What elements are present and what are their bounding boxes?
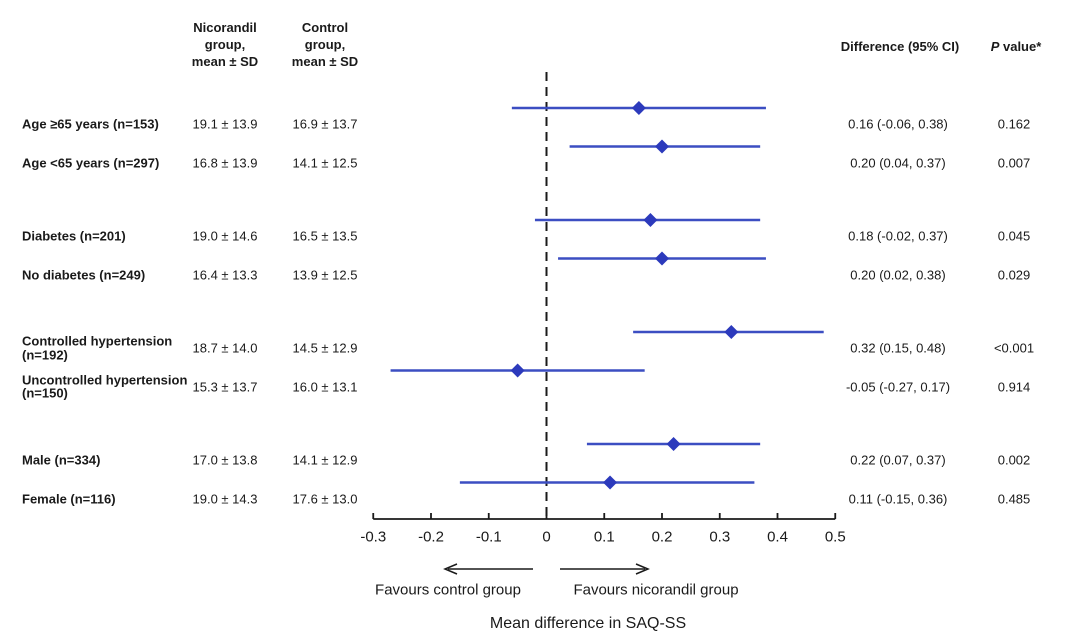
control-mean-sd: 16.5 ± 13.5: [292, 228, 358, 244]
x-axis-tick-label: 0.5: [824, 528, 846, 546]
control-mean-sd: 14.1 ± 12.5: [292, 155, 358, 170]
point-estimate-diamond: [510, 363, 525, 378]
nicorandil-mean-sd: 19.1 ± 13.9: [192, 116, 258, 132]
difference-ci-value: 0.11 (-0.15, 0.36): [848, 491, 948, 506]
difference-ci-value: 0.18 (-0.02, 0.37): [848, 228, 948, 244]
p-header-rest: value*: [999, 39, 1042, 54]
subgroup-label: Age ≥65 years (n=153): [22, 116, 159, 132]
favours-nicorandil-label: Favours nicorandil group: [573, 581, 739, 599]
left-arrow-head: [443, 563, 458, 575]
p-value: 0.045: [997, 228, 1031, 244]
x-axis-tick-label: 0.1: [593, 528, 615, 546]
point-estimate-diamond: [643, 213, 658, 227]
x-axis-tick-label: -0.3: [360, 528, 387, 546]
difference-ci-value: 0.20 (0.02, 0.38): [850, 267, 946, 282]
subgroup-label: Age <65 years (n=297): [22, 154, 160, 170]
control-mean-sd: 17.6 ± 13.0: [292, 491, 358, 506]
p-value: 0.002: [997, 452, 1031, 468]
nicorandil-mean-sd: 19.0 ± 14.6: [192, 228, 258, 244]
column-header-difference: Difference (95% CI): [840, 39, 960, 54]
point-estimate-diamond: [724, 325, 739, 339]
x-axis-tick-label: -0.2: [418, 528, 444, 546]
nicorandil-mean-sd: 18.7 ± 14.0: [192, 340, 258, 356]
difference-ci-value: 0.32 (0.15, 0.48): [850, 340, 946, 356]
nicorandil-mean-sd: 16.8 ± 13.9: [192, 155, 258, 170]
column-header-nicorandil: Nicorandil group, mean ± SD: [191, 20, 259, 69]
difference-ci-value: 0.16 (-0.06, 0.38): [848, 116, 948, 132]
control-mean-sd: 16.9 ± 13.7: [292, 116, 358, 132]
x-axis-tick-label: 0.2: [651, 528, 673, 546]
x-axis-tick-label: 0.4: [767, 528, 788, 546]
p-value: 0.162: [997, 116, 1031, 132]
difference-ci-value: 0.20 (0.04, 0.37): [850, 155, 946, 170]
column-header-pvalue: P value*: [991, 38, 1042, 55]
x-axis-tick-label: 0.3: [709, 528, 731, 546]
subgroup-label: Female (n=116): [22, 490, 116, 506]
favours-control-label: Favours control group: [375, 581, 521, 599]
p-value: 0.914: [997, 379, 1031, 394]
subgroup-label: Diabetes (n=201): [22, 228, 126, 244]
nicorandil-mean-sd: 17.0 ± 13.8: [192, 452, 258, 468]
nicorandil-mean-sd: 19.0 ± 14.3: [192, 491, 258, 506]
point-estimate-diamond: [666, 437, 681, 451]
subgroup-label: Controlled hypertension (n=192): [22, 333, 173, 362]
control-mean-sd: 14.1 ± 12.9: [292, 452, 358, 468]
column-header-control: Control group, mean ± SD: [291, 20, 359, 69]
p-value: 0.029: [997, 267, 1031, 282]
p-value: <0.001: [993, 340, 1035, 356]
point-estimate-diamond: [655, 139, 669, 154]
control-mean-sd: 13.9 ± 12.5: [292, 267, 358, 282]
nicorandil-mean-sd: 15.3 ± 13.7: [192, 379, 258, 394]
right-arrow-head: [635, 563, 650, 575]
point-estimate-diamond: [631, 101, 646, 115]
subgroup-label: Male (n=334): [22, 452, 101, 468]
nicorandil-mean-sd: 16.4 ± 13.3: [192, 267, 258, 282]
point-estimate-diamond: [655, 251, 669, 266]
subgroup-label: No diabetes (n=249): [22, 266, 146, 282]
x-axis-tick-label: -0.1: [475, 528, 502, 546]
difference-ci-value: -0.05 (-0.27, 0.17): [845, 379, 951, 394]
subgroup-label: Uncontrolled hypertension (n=150): [22, 372, 188, 401]
p-value: 0.007: [997, 155, 1031, 170]
p-value: 0.485: [997, 491, 1031, 506]
x-axis-tick-label: 0: [542, 528, 551, 546]
point-estimate-diamond: [603, 475, 618, 490]
control-mean-sd: 16.0 ± 13.1: [292, 379, 358, 394]
x-axis-title: Mean difference in SAQ-SS: [489, 615, 687, 632]
difference-ci-value: 0.22 (0.07, 0.37): [850, 452, 946, 468]
control-mean-sd: 14.5 ± 12.9: [292, 340, 358, 356]
p-header-italic: P: [990, 39, 1000, 54]
